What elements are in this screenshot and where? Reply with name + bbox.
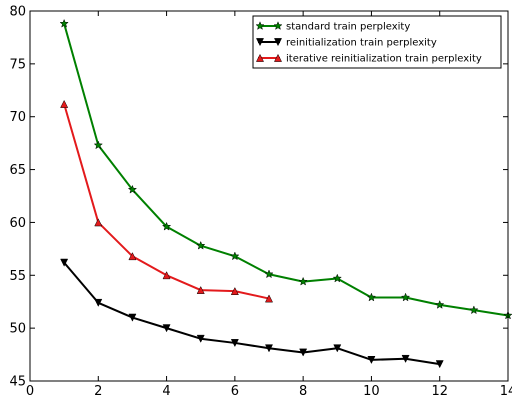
x-tick-label: 8: [299, 384, 307, 396]
data-point: [196, 334, 205, 343]
x-tick-label: 10: [363, 384, 380, 396]
legend-marker: [273, 53, 283, 62]
data-point: [60, 258, 69, 267]
y-tick-label: 55: [9, 269, 26, 284]
data-point: [127, 184, 138, 194]
plot-area-frame: [29, 10, 509, 382]
data-point: [435, 299, 445, 309]
legend-entry: standard train perplexity: [255, 21, 410, 33]
data-point: [128, 252, 137, 261]
y-tick-label: 45: [9, 375, 26, 390]
series-layer: [59, 18, 512, 369]
x-tick-label: 0: [26, 384, 34, 396]
legend-entry: reinitialization train perplexity: [255, 38, 437, 49]
data-point: [161, 221, 172, 231]
data-point: [332, 273, 342, 283]
data-point: [59, 18, 69, 28]
series-line: [63, 261, 440, 366]
data-point: [128, 313, 137, 322]
series-2: [60, 258, 444, 369]
data-point: [366, 292, 377, 302]
data-point: [196, 285, 205, 294]
data-point: [435, 360, 444, 369]
data-point: [94, 298, 103, 307]
data-point: [469, 305, 479, 315]
legend-label: standard train perplexity: [286, 22, 410, 33]
legend-marker: [273, 38, 283, 47]
legend-box: [252, 15, 502, 69]
legend-marker: [273, 21, 283, 30]
legend-marker: [255, 38, 265, 47]
data-point: [400, 292, 411, 302]
x-tick-label: 6: [231, 384, 239, 396]
data-point: [196, 240, 206, 250]
series-1: [59, 18, 512, 320]
data-point: [93, 140, 103, 150]
data-point: [60, 99, 69, 108]
x-tick-label: 14: [500, 384, 512, 396]
data-point: [230, 251, 240, 261]
data-point: [264, 269, 274, 279]
legend-marker: [255, 53, 265, 62]
legend-marker: [255, 21, 265, 30]
x-tick-label: 12: [431, 384, 448, 396]
legend-label: iterative reinitialization train perplex…: [286, 54, 482, 65]
data-point: [230, 286, 239, 295]
data-point: [333, 344, 342, 353]
legend: standard train perplexity reinitializatio…: [252, 15, 502, 69]
x-tick-label: 2: [94, 384, 102, 396]
y-tick-label: 60: [9, 216, 26, 231]
y-tick-label: 80: [9, 5, 26, 20]
axes: 0 2 4 6 8 10 12 14 45 50 55 60 65 70 75 80: [9, 5, 512, 396]
data-point: [162, 271, 171, 280]
data-point: [401, 354, 410, 363]
series-line: [63, 23, 509, 317]
y-tick-label: 65: [9, 163, 26, 178]
data-point: [264, 294, 274, 303]
legend-label: reinitialization train perplexity: [286, 38, 437, 49]
data-point: [162, 324, 171, 333]
x-tick-label: 4: [162, 384, 170, 396]
y-tick-label: 70: [9, 110, 26, 125]
data-point: [94, 218, 103, 227]
legend-entry: iterative reinitialization train perplex…: [255, 53, 482, 65]
data-point: [367, 356, 376, 365]
data-point: [230, 339, 239, 348]
data-point: [299, 348, 308, 357]
y-tick-label: 75: [9, 57, 26, 72]
data-point: [298, 276, 308, 286]
series-3: [60, 99, 274, 303]
data-point: [264, 344, 274, 353]
y-tick-label: 50: [9, 322, 26, 337]
